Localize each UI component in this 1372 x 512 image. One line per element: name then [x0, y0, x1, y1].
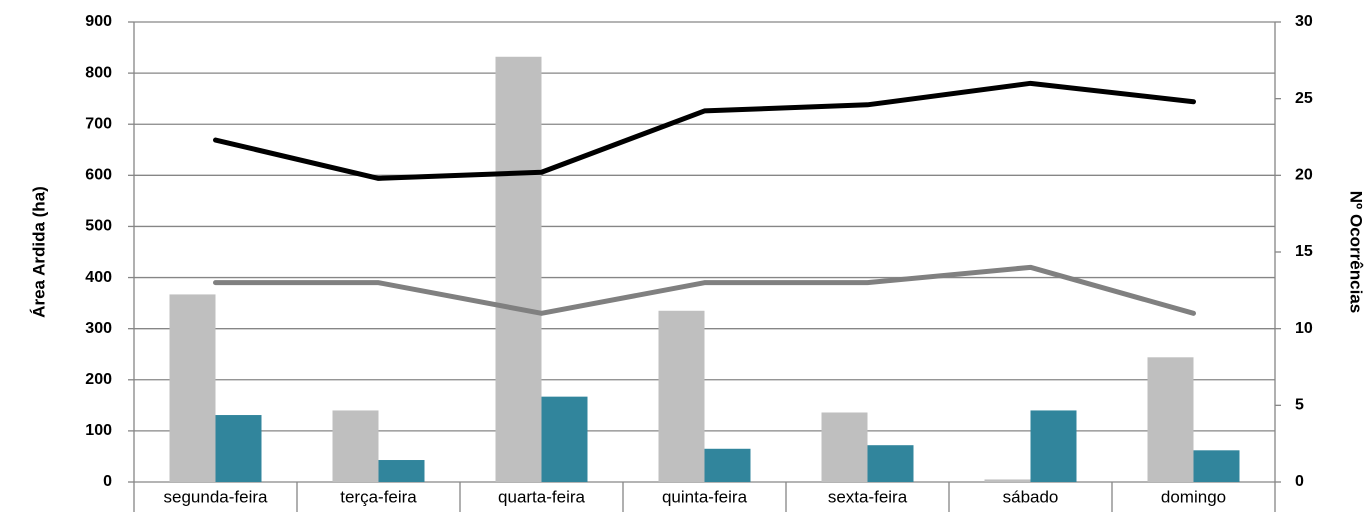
bar	[495, 56, 542, 482]
y-tick-label: 500	[85, 218, 112, 235]
bar	[821, 412, 868, 482]
y-tick-label: 100	[85, 422, 112, 439]
y2-tick-label: 30	[1295, 13, 1313, 30]
x-tick-label: sexta-feira	[828, 487, 908, 506]
y-tick-label: 700	[85, 115, 112, 132]
bar	[867, 445, 914, 482]
y2-tick-label: 25	[1295, 90, 1313, 107]
bar	[1147, 357, 1194, 482]
y-axis-label: Área Ardida (ha)	[29, 186, 48, 318]
y-tick-label: 300	[85, 320, 112, 337]
y2-tick-label: 15	[1295, 243, 1313, 260]
x-tick-label: domingo	[1161, 487, 1226, 506]
line-series	[213, 80, 1196, 181]
bar	[541, 396, 588, 482]
y-tick-label: 0	[103, 473, 112, 490]
x-tick-label: segunda-feira	[164, 487, 269, 506]
bar	[332, 410, 379, 482]
x-tick-label: sábado	[1003, 487, 1059, 506]
y-tick-label: 900	[85, 13, 112, 30]
y2-tick-label: 5	[1295, 397, 1304, 414]
y2-tick-label: 10	[1295, 320, 1313, 337]
y2-axis-label: Nº Ocorrências	[1347, 191, 1366, 313]
bar	[984, 479, 1031, 482]
line-series	[213, 264, 1196, 316]
x-tick-label: terça-feira	[340, 487, 417, 506]
x-tick-label: quarta-feira	[498, 487, 585, 506]
bar	[169, 294, 216, 482]
bar	[378, 460, 425, 482]
bar	[704, 448, 751, 482]
y-tick-label: 400	[85, 269, 112, 286]
bar	[658, 310, 705, 482]
y2-tick-label: 0	[1295, 473, 1304, 490]
y-tick-label: 800	[85, 64, 112, 81]
y-tick-label: 200	[85, 371, 112, 388]
y2-tick-label: 20	[1295, 167, 1313, 184]
bar	[1193, 450, 1240, 482]
bar	[1030, 410, 1077, 482]
y-tick-label: 600	[85, 167, 112, 184]
bar	[215, 415, 262, 482]
x-tick-label: quinta-feira	[662, 487, 748, 506]
